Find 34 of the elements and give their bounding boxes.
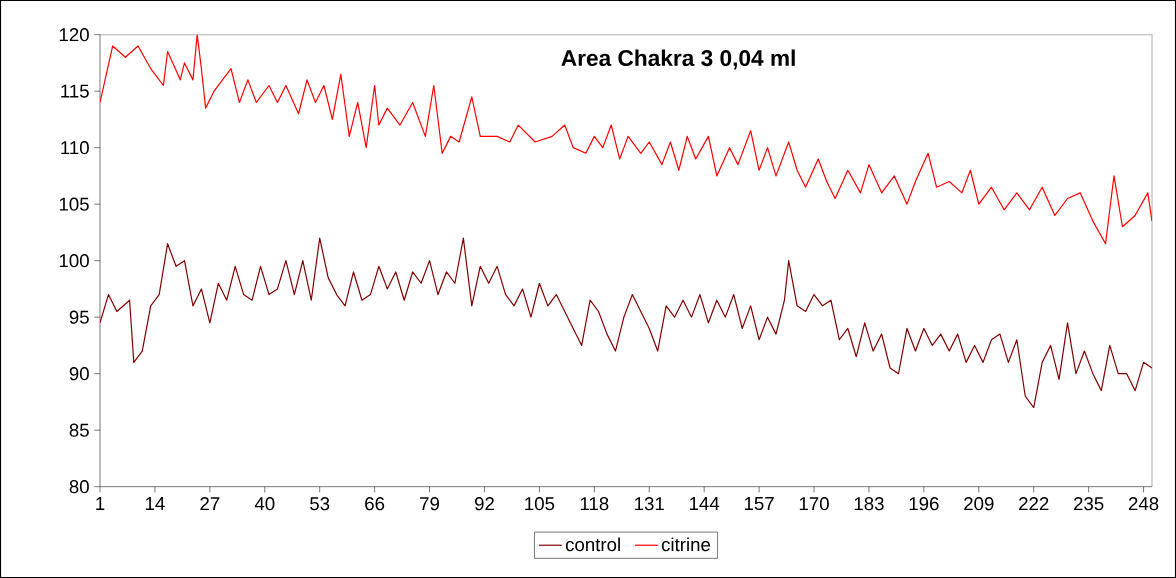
line-series	[100, 237, 1153, 409]
x-tick-label: 118	[580, 497, 609, 511]
x-tick-label: 196	[909, 497, 939, 511]
x-tick-label: 105	[525, 497, 555, 511]
x-tick-label: 144	[690, 497, 720, 510]
x-tick-label: 66	[365, 497, 385, 511]
text: Area Chakra 3 0,04 ml	[561, 49, 795, 70]
y-tick-label: 95	[69, 310, 89, 324]
x-tick-label: 170	[799, 497, 829, 511]
x-tick-label: 131	[635, 497, 664, 511]
x-tick-label: 92	[474, 497, 494, 511]
x-tick-label: 248	[1128, 497, 1159, 511]
x-tick-label: 183	[854, 497, 884, 511]
x-tick-label: 53	[310, 497, 330, 511]
x-tick-label: 14	[145, 497, 165, 510]
line-series	[100, 34, 1153, 245]
x-tick-label: 79	[420, 497, 440, 511]
x-tick-label: 27	[200, 497, 220, 511]
x-tick-label: 222	[1019, 497, 1049, 511]
x-tick-label: 157	[744, 497, 774, 511]
x-tick-label: 209	[964, 497, 994, 511]
legend-label: citrine	[661, 537, 711, 552]
x-tick-label: 1	[96, 497, 105, 510]
y-tick-label: 120	[59, 28, 89, 42]
y-tick-label: 90	[69, 367, 89, 381]
y-tick-label: 85	[69, 423, 89, 437]
x-tick-label: 40	[254, 497, 275, 511]
y-tick-label: 100	[59, 254, 89, 268]
legend-label: control	[565, 537, 620, 552]
y-tick-label: 115	[61, 84, 89, 98]
x-tick-label: 235	[1074, 497, 1104, 511]
y-tick-label: 110	[61, 141, 89, 155]
y-tick-label: 105	[59, 197, 89, 211]
y-tick-label: 80	[69, 480, 89, 494]
